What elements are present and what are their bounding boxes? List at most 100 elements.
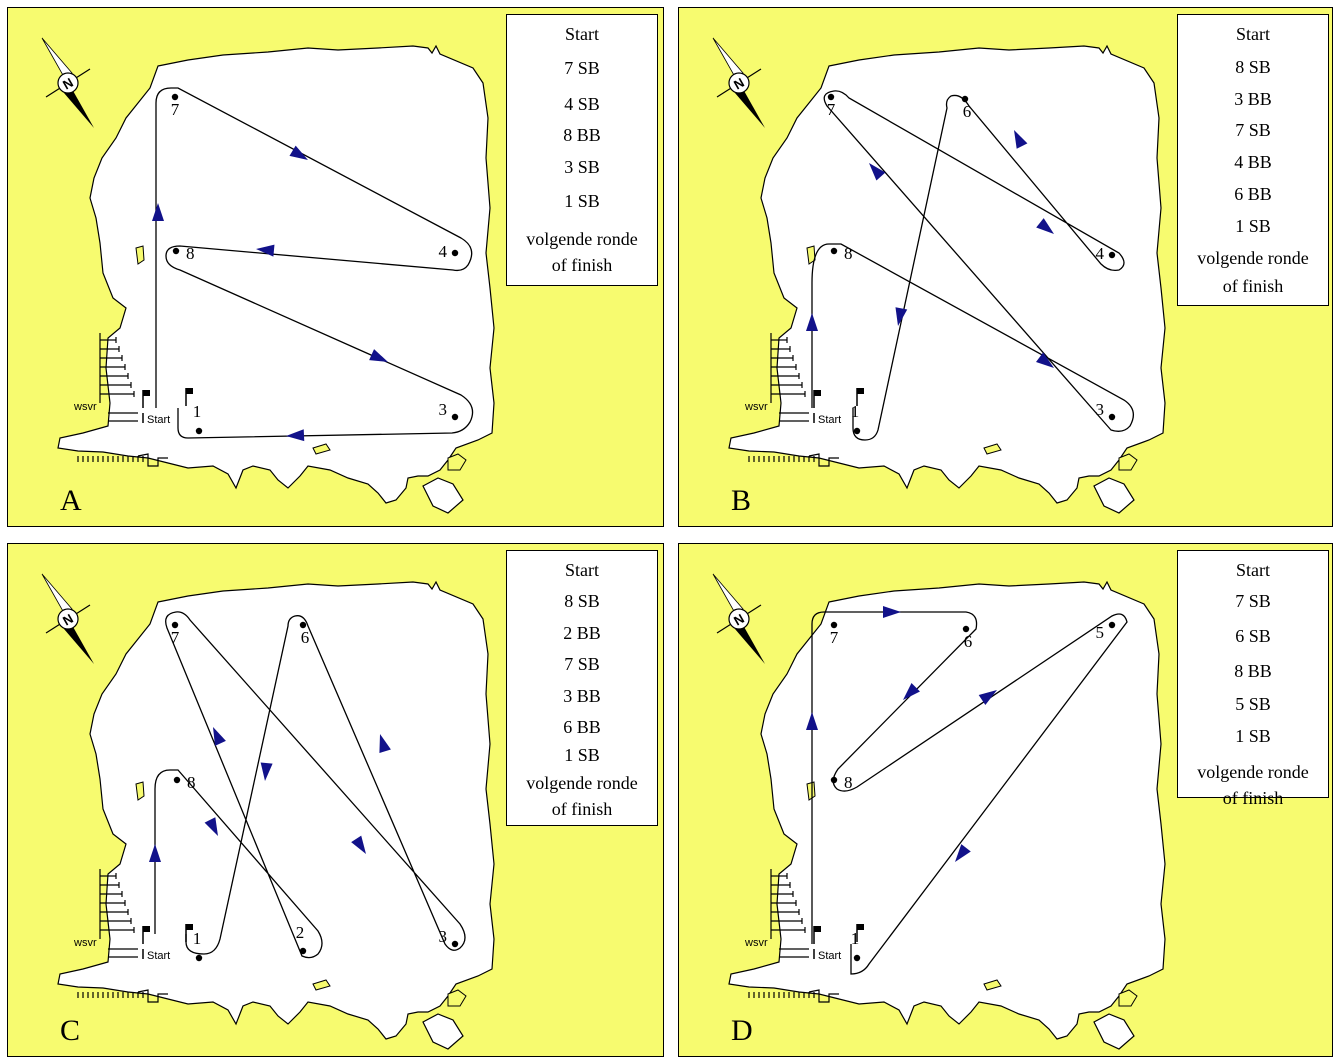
harbour-jetties — [748, 869, 839, 1003]
buoy-7-label: 7 — [171, 628, 180, 647]
start-flag — [186, 388, 193, 394]
buoy-7-marker — [171, 93, 179, 101]
legend-line: 1 SB — [1235, 216, 1271, 236]
buoy-1-label: 1 — [851, 929, 860, 948]
harbour-jetties — [77, 869, 168, 1003]
legend-line: 7 SB — [564, 654, 600, 674]
panel-letter: C — [60, 1014, 81, 1047]
club-label: wsvr — [744, 937, 768, 949]
course-direction-arrow — [369, 349, 388, 362]
course-panel-d: Start wsvr N 7 6 5 8 1 Start 7 SB 6 SB 8 BB 5 SB 1 SB… — [678, 543, 1333, 1057]
course-legend: Start 7 SB 4 SB 8 BB 3 SB 1 SB volgende ronde o… — [506, 14, 658, 286]
legend-line: Start — [1236, 24, 1270, 44]
compass-rose-icon: N — [712, 573, 765, 664]
legend-line: Start — [1236, 560, 1270, 580]
buoy-6-label: 6 — [964, 632, 973, 651]
legend-line: 5 SB — [1235, 694, 1271, 714]
buoy-2-label: 2 — [296, 923, 305, 942]
buoy-7-marker — [171, 621, 179, 629]
buoy-7-label: 7 — [830, 628, 839, 647]
buoy-8-label: 8 — [186, 244, 195, 263]
legend-line: of finish — [1222, 276, 1284, 296]
course-direction-arrow — [379, 734, 391, 753]
course-direction-arrow — [806, 712, 818, 730]
buoy-8-marker — [830, 247, 838, 255]
legend-line: 8 SB — [1235, 57, 1271, 77]
pond-southeast — [422, 477, 464, 514]
island-south — [983, 443, 1002, 455]
course-panel-a: Start wsvr N 7 4 8 3 1 Start 7 SB 4 SB 8 BB 3 SB 1 SB… — [7, 7, 664, 527]
island-south — [312, 443, 331, 455]
club-label: wsvr — [73, 937, 97, 949]
compass-rose-icon: N — [712, 37, 765, 128]
island-west — [806, 245, 816, 265]
island-west — [135, 781, 145, 801]
legend-line: 7 SB — [564, 58, 600, 78]
buoy-6-marker — [961, 95, 969, 103]
legend-line: 4 BB — [1234, 152, 1272, 172]
pond-southeast — [422, 1013, 464, 1050]
buoy-3-label: 3 — [1096, 400, 1105, 419]
lake-outline — [728, 44, 1166, 504]
course-direction-arrow — [256, 244, 275, 257]
course-direction-arrow — [260, 762, 273, 781]
legend-line: 4 SB — [564, 94, 600, 114]
compass-rose-icon: N — [41, 37, 94, 128]
island-southeast — [447, 453, 467, 471]
start-label: Start — [147, 414, 170, 426]
buoy-1-marker — [853, 427, 861, 435]
course-legend: Start 8 SB 3 BB 7 SB 4 BB 6 BB 1 SB volgende ro… — [1177, 14, 1329, 306]
start-label: Start — [818, 414, 841, 426]
course-direction-arrow — [213, 727, 226, 746]
compass-rose-icon: N — [41, 573, 94, 664]
course-direction-arrow — [289, 145, 308, 160]
course-map: Start wsvr N 7 6 8 2 3 1 — [41, 573, 495, 1050]
pond-southeast — [1093, 477, 1135, 514]
course-direction-arrow — [978, 690, 997, 705]
legend-line: volgende ronde — [1197, 762, 1309, 782]
island-west — [806, 781, 816, 801]
buoy-6-marker — [962, 625, 970, 633]
buoy-4-label: 4 — [1096, 244, 1105, 263]
course-route — [154, 611, 466, 959]
buoy-3-marker — [451, 413, 459, 421]
legend-line: volgende ronde — [1197, 248, 1309, 268]
buoy-8-marker — [173, 776, 181, 784]
course-map: Start wsvr N 7 6 4 8 3 1 — [712, 37, 1166, 514]
club-label: wsvr — [744, 401, 768, 413]
legend-line: of finish — [551, 255, 613, 275]
course-direction-arrow — [286, 429, 305, 442]
legend-line: 6 BB — [1234, 184, 1272, 204]
panel-letter: B — [731, 484, 752, 517]
legend-line: 6 SB — [1235, 626, 1271, 646]
legend-line: 1 SB — [564, 191, 600, 211]
buoy-1-marker — [195, 954, 203, 962]
buoy-4-label: 4 — [439, 242, 448, 261]
start-flag — [143, 390, 150, 396]
legend-line: 2 BB — [563, 623, 601, 643]
island-west — [135, 245, 145, 265]
legend-line: volgende ronde — [526, 773, 638, 793]
legend-line: Start — [565, 560, 599, 580]
buoy-5-label: 5 — [1096, 623, 1105, 642]
start-flag — [186, 924, 193, 930]
buoy-3-label: 3 — [439, 400, 448, 419]
buoy-8-label: 8 — [187, 773, 196, 792]
course-map: Start wsvr N 7 6 5 8 1 — [712, 573, 1166, 1050]
island-southeast — [447, 989, 467, 1007]
harbour-jetties — [748, 333, 839, 467]
course-direction-arrow — [351, 835, 366, 854]
course-direction-arrow — [869, 163, 886, 181]
legend-line: 7 SB — [1235, 591, 1271, 611]
buoy-8-label: 8 — [844, 773, 853, 792]
buoy-7-marker — [827, 93, 835, 101]
start-flag — [857, 924, 864, 930]
course-panel-b: Start wsvr N 7 6 4 8 3 1 Start 8 SB 3 BB 7 SB 4 BB 6 B… — [678, 7, 1333, 527]
start-flag — [814, 390, 821, 396]
start-flag — [143, 926, 150, 932]
pond-southeast — [1093, 1013, 1135, 1050]
legend-line: 1 SB — [1235, 726, 1271, 746]
legend-line: volgende ronde — [526, 229, 638, 249]
island-southeast — [1118, 453, 1138, 471]
course-route — [811, 611, 1128, 975]
